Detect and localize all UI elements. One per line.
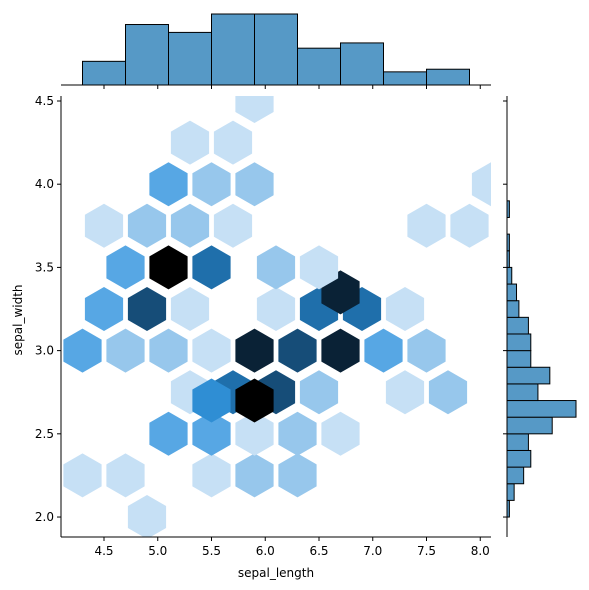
hex-cell (149, 245, 188, 290)
x-hist-bar (383, 71, 427, 86)
x-tick-label: 5.5 (202, 544, 221, 558)
hex-cell (235, 96, 274, 123)
hex-cell (63, 328, 102, 373)
hex-cell (127, 203, 167, 248)
hex-cell (256, 245, 296, 290)
y-tick-label: 3.5 (35, 260, 54, 274)
y-tick-label: 4.5 (35, 94, 54, 108)
hex-cell (170, 203, 210, 248)
y-tick-label: 2.5 (35, 427, 54, 441)
y-hist-bar (506, 366, 551, 385)
hex-cell (278, 411, 317, 456)
hex-cell (170, 120, 210, 165)
y-hist-bar (506, 466, 525, 485)
x-hist-bar (82, 60, 126, 86)
x-tick-label: 4.5 (94, 544, 113, 558)
hex-cell (213, 203, 253, 248)
hexbin-layer (63, 96, 491, 537)
hex-cell (192, 245, 231, 290)
hex-cell (106, 245, 145, 290)
hex-cell (235, 411, 274, 456)
hex-cell (192, 162, 231, 207)
y-hist-bar (506, 266, 513, 285)
x-hist-bar (297, 47, 341, 86)
hex-cell (385, 287, 425, 331)
hex-cell (450, 203, 489, 248)
y-hist-bar (506, 400, 577, 418)
hex-cell (192, 378, 231, 423)
y-hist-bar (506, 483, 515, 501)
hex-cell (235, 328, 274, 373)
hex-cell (149, 328, 188, 373)
x-hist-bar (340, 42, 384, 86)
y-hist-bar (506, 383, 539, 402)
hex-cell (278, 328, 317, 373)
x-hist-bar (168, 31, 212, 86)
x-tick-label: 8.0 (471, 544, 490, 558)
y-marginal-histogram (503, 96, 577, 537)
y-axis-label: sepal_width (11, 284, 25, 355)
x-hist-bar (211, 13, 255, 86)
y-hist-bar (506, 449, 532, 468)
y-hist-bar (506, 300, 520, 318)
axes-layer: 4.5 5.0 5.5 6.0 6.5 7.0 7.5 8.0 2.0 2.5 3.0 3.5 4.0 4… (35, 94, 491, 558)
hex-cell (235, 162, 274, 207)
hex-cell (84, 287, 124, 331)
hex-cell (235, 453, 274, 498)
hex-cell (407, 328, 446, 373)
hex-cell (149, 411, 188, 456)
x-tick-label: 6.0 (256, 544, 275, 558)
hex-cell (235, 378, 274, 423)
hex-cell (385, 370, 425, 415)
hex-cell (106, 453, 145, 498)
x-hist-bar (426, 68, 470, 86)
x-tick-label: 6.5 (309, 544, 328, 558)
hex-cell (192, 411, 231, 456)
x-hist-bar (125, 24, 169, 86)
hex-cell (192, 328, 231, 373)
hex-cell (407, 203, 446, 248)
y-tick-label: 2.0 (35, 510, 54, 524)
y-tick-label: 4.0 (35, 177, 54, 191)
hex-cell (84, 203, 124, 248)
x-tick-label: 5.0 (148, 544, 167, 558)
x-marginal-histogram (61, 13, 491, 89)
hex-cell (192, 453, 231, 498)
hex-cell (321, 328, 360, 373)
hex-cell (127, 495, 167, 537)
x-tick-label: 7.5 (417, 544, 436, 558)
y-hist-bar (506, 416, 553, 435)
y-hist-bar (506, 350, 532, 368)
hex-cell (256, 287, 296, 331)
hex-cell (149, 162, 188, 207)
hex-cell (63, 453, 102, 498)
y-hist-bar (506, 333, 532, 352)
hex-cell (364, 328, 403, 373)
y-hist-bar (506, 433, 529, 451)
hex-cell (170, 287, 210, 331)
y-hist-bar (506, 283, 518, 302)
hex-cell (106, 328, 145, 373)
x-tick-label: 7.0 (363, 544, 382, 558)
hex-cell (127, 287, 167, 331)
x-hist-bar (254, 13, 298, 86)
hex-cell (299, 370, 339, 415)
hex-cell (428, 370, 468, 415)
hex-cell (321, 411, 360, 456)
hex-cell (278, 453, 317, 498)
hex-cell (299, 245, 339, 290)
y-tick-label: 3.0 (35, 344, 54, 358)
hex-cell (471, 162, 491, 207)
y-hist-bar (506, 316, 529, 335)
hex-cell (213, 120, 253, 165)
x-axis-label: sepal_length (238, 566, 314, 580)
